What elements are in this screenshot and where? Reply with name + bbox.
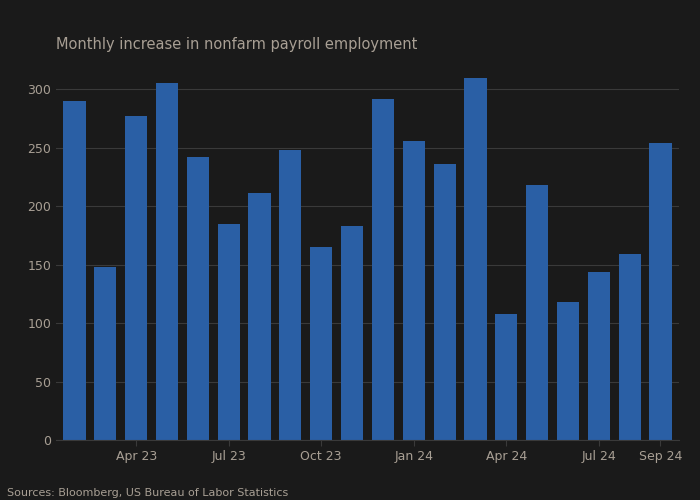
Text: Sources: Bloomberg, US Bureau of Labor Statistics: Sources: Bloomberg, US Bureau of Labor S…	[7, 488, 288, 498]
Bar	[248, 194, 271, 440]
Bar	[619, 254, 640, 440]
Bar	[310, 247, 332, 440]
Bar	[372, 98, 394, 440]
Bar	[526, 185, 548, 440]
Bar	[187, 157, 209, 440]
Bar	[218, 224, 240, 440]
Bar	[341, 226, 363, 440]
Bar	[557, 302, 579, 440]
Bar	[64, 101, 85, 440]
Bar	[94, 267, 116, 440]
Bar	[433, 164, 456, 440]
Bar	[588, 272, 610, 440]
Bar	[156, 84, 178, 440]
Bar	[464, 78, 486, 440]
Bar	[402, 140, 425, 440]
Bar	[125, 116, 147, 440]
Bar	[279, 150, 302, 440]
Bar	[495, 314, 517, 440]
Bar	[650, 143, 671, 440]
Text: Monthly increase in nonfarm payroll employment: Monthly increase in nonfarm payroll empl…	[56, 37, 417, 52]
